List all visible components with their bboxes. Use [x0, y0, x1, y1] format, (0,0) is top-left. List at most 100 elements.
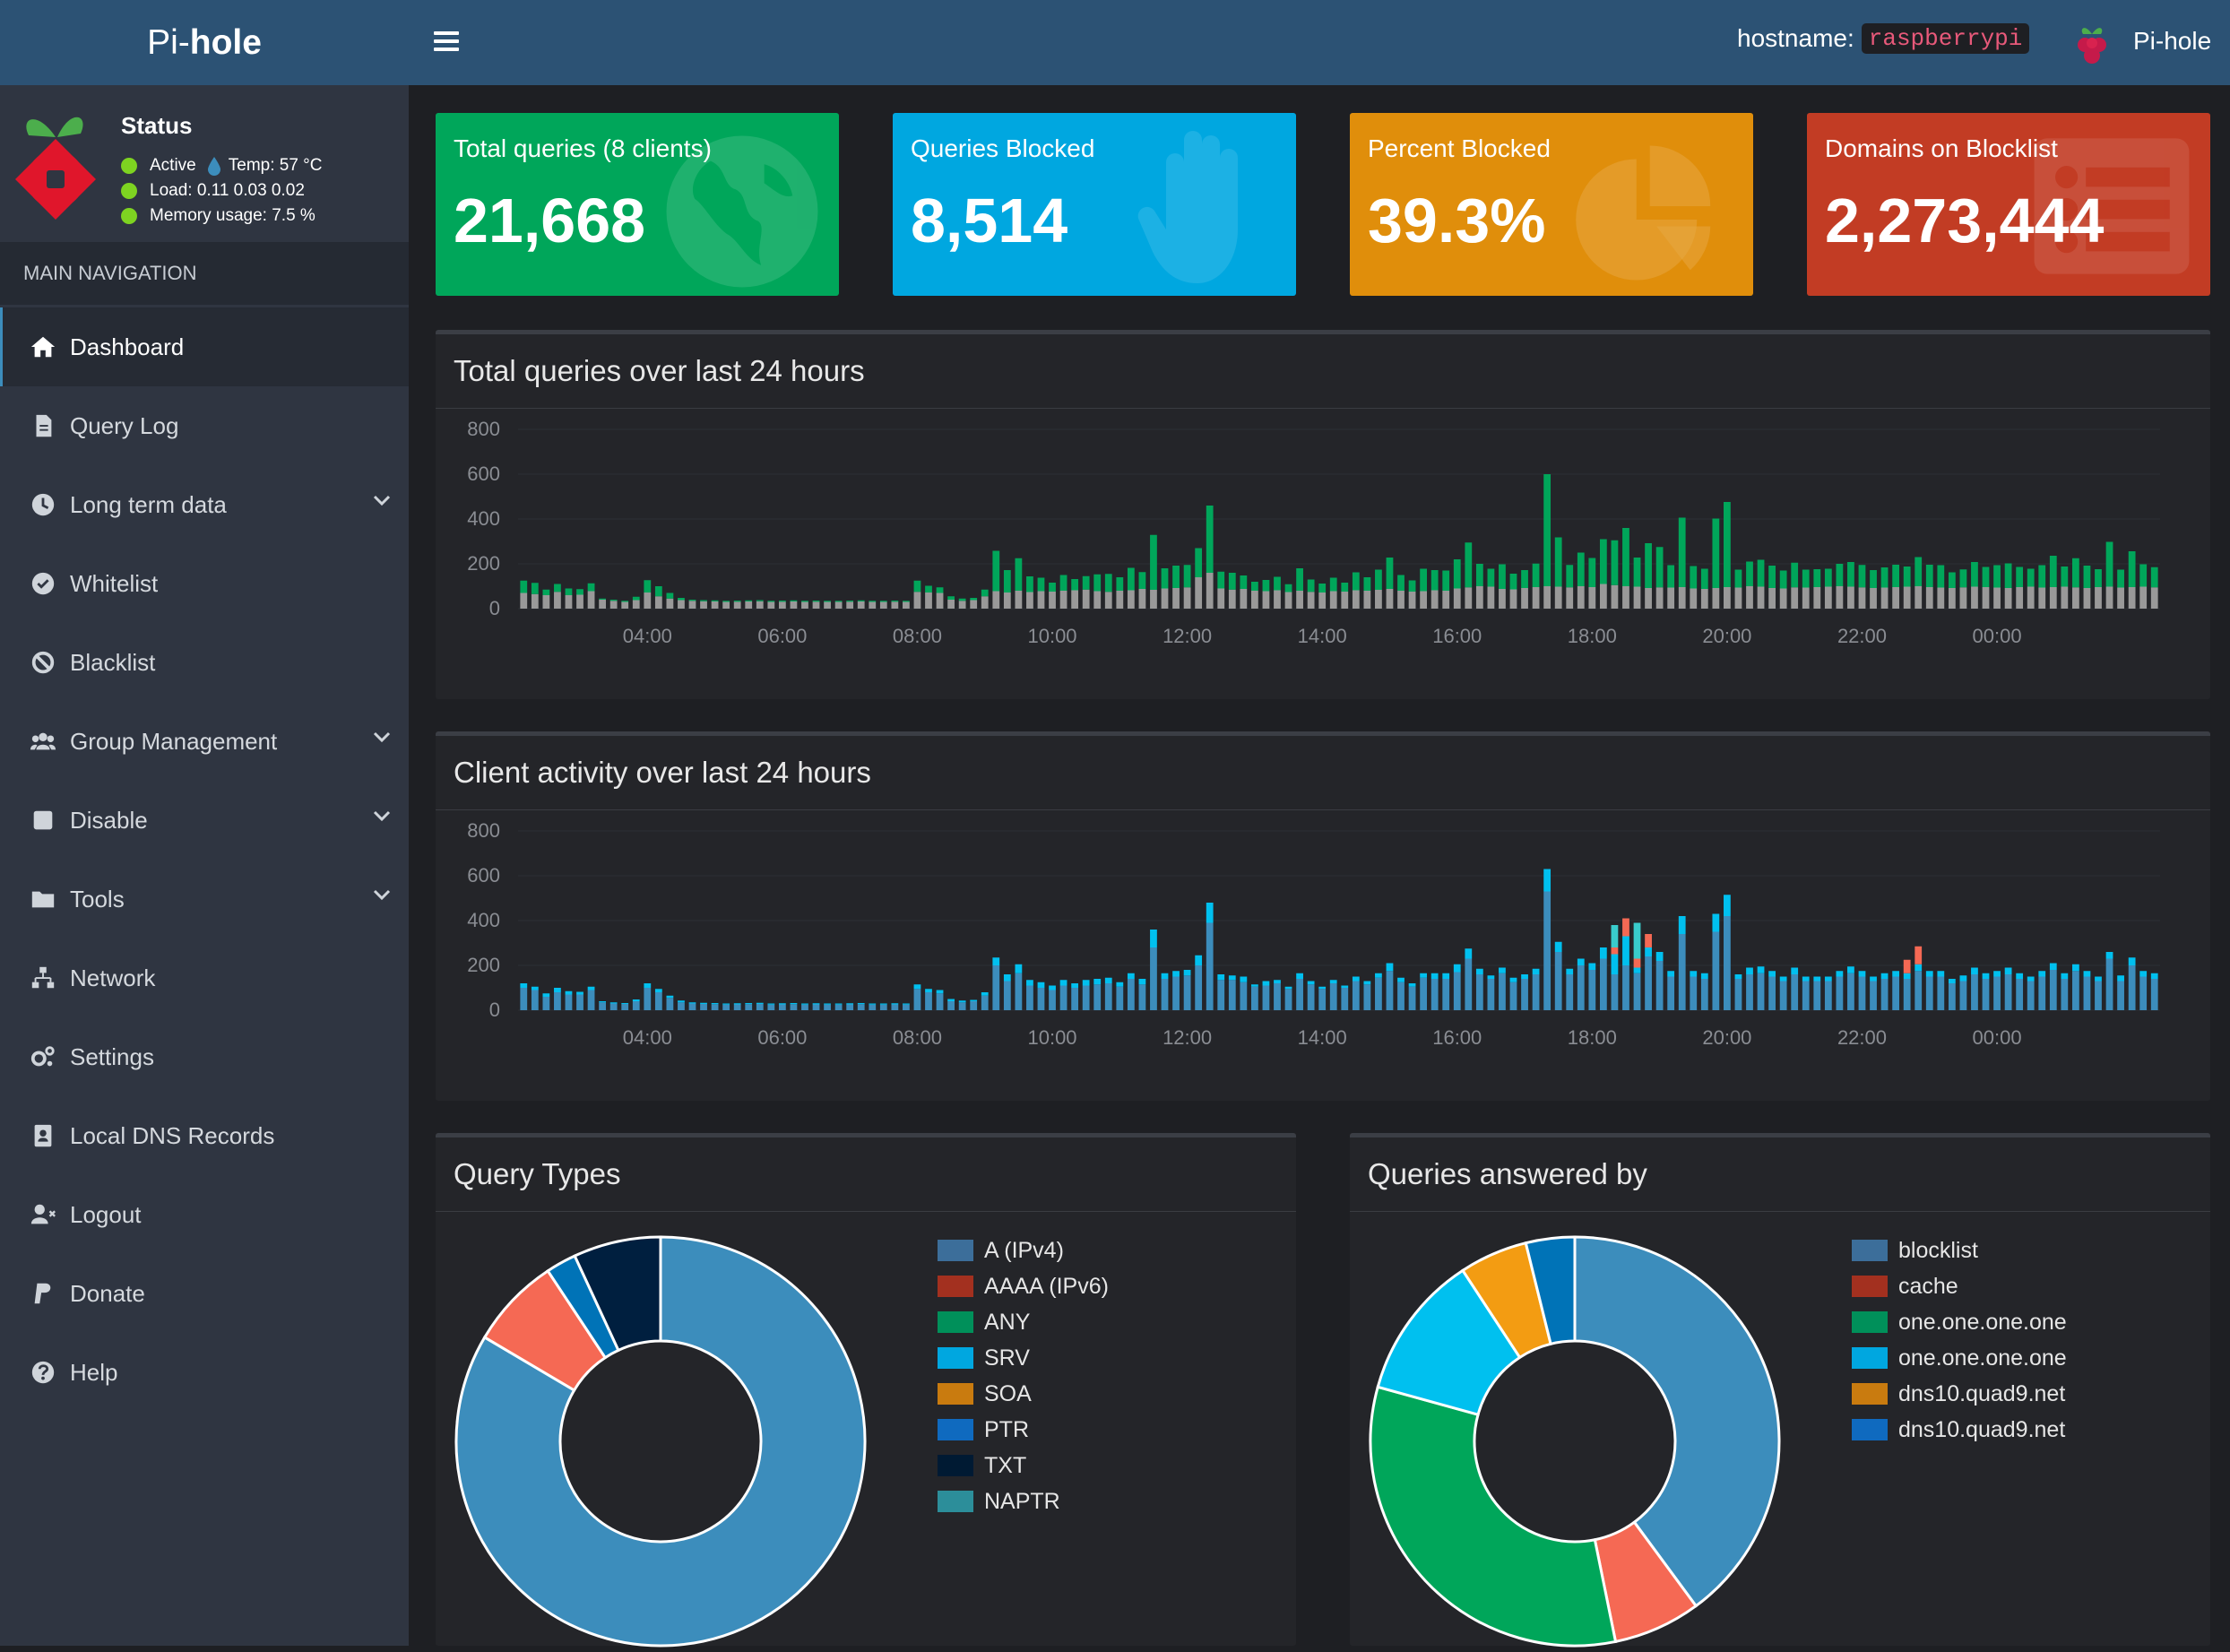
bar-segment[interactable] [1734, 587, 1742, 610]
bar-segment[interactable] [903, 1003, 910, 1005]
bar-segment[interactable] [1172, 588, 1180, 609]
bar-segment[interactable] [1690, 971, 1698, 977]
bar-segment[interactable] [834, 1004, 843, 1010]
stat-total-queries[interactable]: Total queries (8 clients) 21,668 [436, 113, 839, 296]
bar-segment[interactable] [2150, 567, 2158, 588]
sidebar-item-long-term-data[interactable]: Long term data [0, 465, 409, 544]
bar-segment[interactable] [981, 992, 989, 996]
bar-segment[interactable] [846, 1003, 854, 1005]
bar-segment[interactable] [1397, 982, 1405, 1010]
bar-segment[interactable] [1015, 558, 1023, 591]
bar-segment[interactable] [1195, 548, 1203, 578]
bar-segment[interactable] [1183, 565, 1191, 588]
bar-segment[interactable] [1813, 981, 1821, 1011]
bar-segment[interactable] [1611, 974, 1619, 1010]
bar-segment[interactable] [1015, 973, 1023, 1010]
bar-segment[interactable] [1195, 955, 1203, 965]
bar-segment[interactable] [925, 592, 932, 609]
bar-segment[interactable] [2038, 587, 2046, 610]
bar-segment[interactable] [1577, 552, 1585, 587]
bar-segment[interactable] [1588, 558, 1596, 588]
bar-segment[interactable] [1183, 970, 1191, 976]
bar-segment[interactable] [1420, 568, 1427, 592]
chevron-down-icon[interactable] [373, 494, 391, 506]
legend-item[interactable]: ANY [938, 1304, 1109, 1340]
bar-segment[interactable] [1543, 474, 1551, 586]
bar-segment[interactable] [2128, 551, 2136, 587]
bar-segment[interactable] [1228, 589, 1236, 609]
bar-segment[interactable] [2072, 587, 2079, 609]
bar-segment[interactable] [2049, 556, 2057, 587]
bar-segment[interactable] [981, 589, 989, 597]
bar-segment[interactable] [2061, 973, 2069, 979]
bar-segment[interactable] [1948, 572, 1956, 589]
bar-segment[interactable] [2038, 976, 2046, 1011]
bar-segment[interactable] [1802, 976, 1810, 982]
bar-segment[interactable] [621, 601, 629, 610]
bar-segment[interactable] [778, 1004, 786, 1011]
bar-segment[interactable] [1296, 568, 1303, 591]
bar-segment[interactable] [1026, 576, 1033, 592]
bar-segment[interactable] [2139, 564, 2148, 587]
bar-segment[interactable] [1228, 975, 1236, 981]
legend-item[interactable]: one.one.one.one [1852, 1340, 2067, 1376]
bar-segment[interactable] [599, 1002, 606, 1010]
bar-segment[interactable] [2095, 569, 2102, 587]
bar-segment[interactable] [958, 1000, 966, 1003]
queries-answered-by-donut-chart[interactable] [1364, 1231, 1785, 1652]
bar-segment[interactable] [1768, 566, 1776, 588]
bar-segment[interactable] [1566, 565, 1574, 588]
bar-segment[interactable] [857, 601, 865, 609]
bar-segment[interactable] [599, 1001, 606, 1003]
bar-segment[interactable] [733, 601, 741, 609]
sidebar-item-tools[interactable]: Tools [0, 860, 409, 938]
bar-segment[interactable] [1104, 983, 1112, 1010]
bar-segment[interactable] [1971, 974, 1978, 1010]
bar-segment[interactable] [767, 1004, 775, 1010]
bar-segment[interactable] [1262, 985, 1270, 1011]
legend-item[interactable]: PTR [938, 1412, 1109, 1448]
bar-segment[interactable] [1543, 869, 1551, 892]
bar-segment[interactable] [678, 600, 685, 610]
bar-segment[interactable] [1746, 561, 1753, 587]
bar-segment[interactable] [1195, 965, 1203, 1010]
bar-segment[interactable] [891, 601, 899, 609]
bar-segment[interactable] [1307, 592, 1315, 609]
bar-segment[interactable] [1847, 562, 1854, 587]
bar-segment[interactable] [1082, 985, 1090, 1011]
bar-segment[interactable] [711, 1004, 719, 1010]
bar-segment[interactable] [1049, 592, 1056, 609]
bar-segment[interactable] [1127, 567, 1135, 591]
bar-segment[interactable] [1138, 979, 1146, 985]
bar-segment[interactable] [2150, 587, 2158, 609]
bar-segment[interactable] [925, 992, 932, 1010]
legend-item[interactable]: SRV [938, 1340, 1109, 1376]
bar-segment[interactable] [1386, 963, 1394, 972]
bar-segment[interactable] [1633, 973, 1641, 1010]
bar-segment[interactable] [1172, 971, 1180, 977]
bar-segment[interactable] [2004, 974, 2012, 1010]
bar-segment[interactable] [1757, 559, 1765, 587]
bar-segment[interactable] [1386, 558, 1394, 589]
sidebar-item-query-log[interactable]: Query Log [0, 386, 409, 465]
bar-segment[interactable] [1341, 583, 1349, 592]
bar-segment[interactable] [1768, 971, 1776, 977]
bar-segment[interactable] [846, 601, 854, 609]
bar-segment[interactable] [1712, 931, 1720, 1011]
bar-segment[interactable] [1138, 984, 1146, 1010]
bar-segment[interactable] [1724, 502, 1731, 587]
bar-segment[interactable] [1847, 966, 1854, 973]
bar-segment[interactable] [632, 600, 640, 610]
bar-segment[interactable] [1217, 980, 1225, 1010]
bar-segment[interactable] [1240, 575, 1248, 589]
bar-segment[interactable] [1150, 930, 1157, 947]
bar-segment[interactable] [1971, 586, 1978, 610]
bar-segment[interactable] [1577, 958, 1585, 966]
bar-segment[interactable] [879, 601, 887, 610]
bar-segment[interactable] [654, 596, 662, 609]
bar-segment[interactable] [1836, 586, 1844, 609]
stat-domains-on-blocklist[interactable]: Domains on Blocklist 2,273,444 [1807, 113, 2210, 296]
bar-segment[interactable] [1622, 586, 1629, 609]
bar-segment[interactable] [1599, 958, 1607, 1011]
bar-segment[interactable] [2139, 976, 2148, 1011]
